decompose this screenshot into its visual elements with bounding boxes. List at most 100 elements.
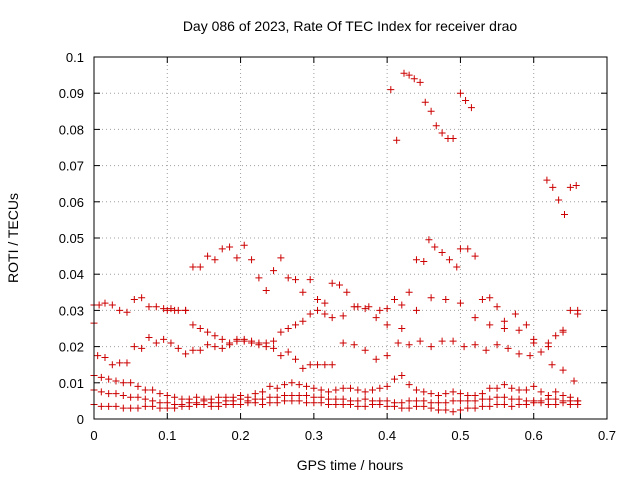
data-point xyxy=(376,384,384,392)
data-point xyxy=(449,388,457,396)
data-point xyxy=(262,339,270,347)
data-point xyxy=(537,388,545,396)
data-point xyxy=(410,75,418,83)
data-point xyxy=(240,335,248,343)
data-point xyxy=(412,402,420,410)
data-point xyxy=(141,386,149,394)
data-point xyxy=(442,406,450,414)
y-tick-label: 0.02 xyxy=(59,340,84,355)
data-point xyxy=(163,391,171,399)
data-point xyxy=(530,382,538,390)
data-point xyxy=(284,274,292,282)
data-point xyxy=(273,384,281,392)
data-point xyxy=(343,288,351,296)
data-point xyxy=(442,399,450,407)
data-point xyxy=(376,401,384,409)
data-point xyxy=(390,402,398,410)
data-point xyxy=(127,404,135,412)
data-point xyxy=(361,305,369,313)
data-point xyxy=(398,372,406,380)
data-point xyxy=(486,402,494,410)
data-point xyxy=(270,337,278,345)
data-point xyxy=(222,401,230,409)
data-point xyxy=(482,346,490,354)
data-point xyxy=(134,382,142,390)
data-point xyxy=(456,299,464,307)
data-point xyxy=(361,346,369,354)
data-point xyxy=(412,306,420,314)
data-point xyxy=(119,391,127,399)
data-point xyxy=(248,256,256,264)
data-point xyxy=(515,401,523,409)
data-point xyxy=(383,402,391,410)
data-point xyxy=(350,341,358,349)
data-point xyxy=(332,386,340,394)
data-point xyxy=(292,276,300,284)
data-point xyxy=(421,98,429,106)
y-tick-label: 0.09 xyxy=(59,86,84,101)
data-point xyxy=(416,78,424,86)
data-point xyxy=(266,382,274,390)
data-point xyxy=(478,402,486,410)
data-point xyxy=(427,343,435,351)
data-point xyxy=(317,386,325,394)
data-point xyxy=(390,296,398,304)
data-point xyxy=(288,379,296,387)
data-point xyxy=(284,325,292,332)
data-point xyxy=(398,301,406,309)
x-axis-label: GPS time / hours xyxy=(297,457,404,473)
y-axis-label: ROTI / TECUs xyxy=(5,193,21,283)
data-point xyxy=(361,395,369,403)
data-point xyxy=(237,401,245,409)
data-point xyxy=(332,401,340,409)
data-point xyxy=(134,393,142,401)
data-point xyxy=(167,305,175,313)
data-point xyxy=(339,384,347,392)
data-point xyxy=(189,321,197,329)
data-point xyxy=(383,382,391,390)
data-point xyxy=(171,393,179,401)
data-point xyxy=(478,296,486,304)
data-point xyxy=(167,339,175,347)
data-point xyxy=(559,399,567,407)
data-point xyxy=(204,252,212,260)
data-point xyxy=(145,303,153,311)
data-point xyxy=(259,388,267,396)
y-tick-label: 0.07 xyxy=(59,159,84,174)
data-point xyxy=(347,384,354,392)
data-point xyxy=(160,305,168,313)
data-point xyxy=(123,359,131,367)
data-point xyxy=(462,96,470,104)
data-point xyxy=(372,355,380,363)
data-point xyxy=(405,71,413,79)
data-point xyxy=(196,325,204,332)
data-point xyxy=(390,375,398,383)
data-point xyxy=(464,397,472,405)
data-point xyxy=(251,399,259,407)
y-tick-label: 0.01 xyxy=(59,376,84,391)
data-point xyxy=(328,361,336,369)
data-point xyxy=(127,393,135,401)
data-point xyxy=(493,384,501,392)
data-point xyxy=(185,402,193,410)
data-point xyxy=(218,245,226,253)
data-point xyxy=(273,399,281,407)
data-point xyxy=(552,332,560,340)
data-point xyxy=(420,388,428,396)
data-point xyxy=(97,373,105,381)
data-point xyxy=(526,352,534,360)
data-point xyxy=(299,317,307,325)
data-point xyxy=(400,69,408,77)
data-point xyxy=(522,321,530,329)
data-point xyxy=(574,310,582,318)
data-point xyxy=(310,399,318,407)
data-point xyxy=(460,343,468,351)
data-point xyxy=(328,314,336,322)
data-point xyxy=(570,377,578,385)
data-point xyxy=(486,384,494,392)
data-point xyxy=(350,303,358,311)
data-point xyxy=(449,134,457,142)
y-tick-label: 0.04 xyxy=(59,267,84,282)
data-point xyxy=(456,390,464,398)
data-point xyxy=(101,299,109,307)
